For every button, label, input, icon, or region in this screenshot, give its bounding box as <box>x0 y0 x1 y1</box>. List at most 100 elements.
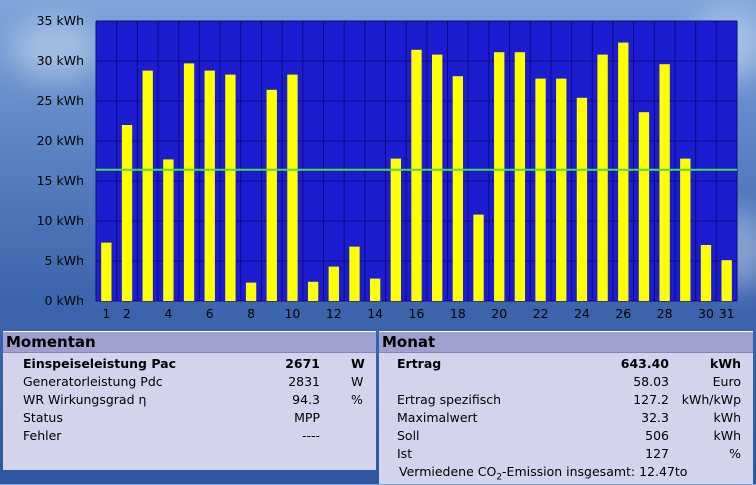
daily-yield-chart: 0 kWh 5 kWh 10 kWh 15 kWh 20 kWh 25 kWh 30 kWh… <box>37 13 738 321</box>
monat-value: 58.03 <box>633 374 669 389</box>
monat-unit: kWh <box>713 410 741 425</box>
y-tick-label: 30 kWh <box>37 53 84 68</box>
bar <box>245 282 257 301</box>
x-tick-label: 14 <box>367 306 383 321</box>
momentan-unit: W <box>351 374 364 389</box>
x-tick-label: 4 <box>164 306 172 321</box>
monat-unit: kWh/kWp <box>681 392 741 407</box>
bar <box>163 159 174 301</box>
bar <box>514 52 526 302</box>
x-tick-label: 10 <box>284 306 300 321</box>
bar <box>680 158 691 301</box>
bar <box>225 74 236 301</box>
monat-value: 32.3 <box>641 410 669 425</box>
monat-label: Soll <box>397 428 420 443</box>
bar <box>452 76 464 301</box>
monat-value: 506 <box>645 428 669 443</box>
bar <box>101 242 112 301</box>
x-tick-label: 30 <box>698 306 714 321</box>
y-tick-label: 5 kWh <box>45 253 84 268</box>
monat-row-ertrag-spezifisch: Ertrag spezifisch 127.2 kWh/kWp <box>379 391 753 409</box>
monat-label: Ertrag spezifisch <box>397 392 501 407</box>
x-tick-label: 28 <box>657 306 673 321</box>
bar <box>618 42 629 301</box>
co2-footer: Vermiedene CO2-Emission insgesamt: 12.47… <box>379 464 753 484</box>
momentan-row-einspeiseleistung: Einspeiseleistung Pac 2671 W <box>3 355 376 373</box>
x-tick-label: 20 <box>491 306 507 321</box>
momentan-row-status: Status MPP <box>3 409 376 427</box>
momentan-panel-footer <box>3 464 376 470</box>
monat-unit: % <box>729 446 741 461</box>
bar <box>432 54 443 301</box>
x-tick-label: 22 <box>533 306 549 321</box>
momentan-row-generatorleistung: Generatorleistung Pdc 2831 W <box>3 373 376 391</box>
momentan-value: ---- <box>301 428 320 443</box>
monat-value: 643.40 <box>620 356 669 371</box>
momentan-row-fehler: Fehler ---- <box>3 427 376 445</box>
monat-title: Monat <box>379 332 753 353</box>
monat-unit: Euro <box>712 374 741 389</box>
bar <box>328 266 339 301</box>
y-tick-label: 0 kWh <box>45 293 84 308</box>
co2-suffix: -Emission insgesamt: 12.47to <box>502 464 688 479</box>
monat-row-ist: Ist 127 % <box>379 445 753 463</box>
x-tick-label: 8 <box>247 306 255 321</box>
momentan-value: 94.3 <box>292 392 320 407</box>
bar <box>142 70 153 301</box>
bar <box>121 125 133 301</box>
bar <box>576 97 588 301</box>
momentan-row-wirkungsgrad: WR Wirkungsgrad η 94.3 % <box>3 391 376 409</box>
monat-label: Ertrag <box>397 356 442 371</box>
bar <box>659 64 670 301</box>
monat-unit: kWh <box>713 428 741 443</box>
monat-value: 127.2 <box>633 392 669 407</box>
momentan-title: Momentan <box>3 332 376 353</box>
bar <box>183 63 195 302</box>
momentan-value: MPP <box>294 410 320 425</box>
co2-prefix: Vermiedene CO <box>399 464 497 479</box>
bar <box>700 245 712 301</box>
x-tick-label: 2 <box>123 306 131 321</box>
y-tick-label: 10 kWh <box>37 213 84 228</box>
y-tick-label: 20 kWh <box>37 133 84 148</box>
bar <box>556 78 567 301</box>
bar <box>287 74 298 301</box>
monat-value: 127 <box>645 446 669 461</box>
monat-row-maximalwert: Maximalwert 32.3 kWh <box>379 409 753 427</box>
bar <box>349 246 360 301</box>
bar <box>204 70 215 301</box>
co2-emission-text: Vermiedene CO2-Emission insgesamt: 12.47… <box>399 465 687 485</box>
bar <box>638 112 650 301</box>
monat-row-ertrag: Ertrag 643.40 kWh <box>379 355 753 373</box>
x-tick-label: 26 <box>615 306 631 321</box>
bar <box>369 278 381 301</box>
x-tick-label: 16 <box>409 306 425 321</box>
x-tick-label: 1 <box>102 306 110 321</box>
momentan-label: Fehler <box>23 428 62 443</box>
momentan-label: Status <box>23 410 63 425</box>
monat-unit: kWh <box>710 356 741 371</box>
x-tick-label: 24 <box>574 306 590 321</box>
momentan-value: 2831 <box>288 374 320 389</box>
momentan-panel: Momentan Einspeiseleistung Pac 2671 W Ge… <box>3 331 376 465</box>
monat-label: Ist <box>397 446 413 461</box>
bar <box>535 78 546 301</box>
momentan-unit: % <box>351 392 363 407</box>
bar <box>597 54 608 301</box>
x-tick-label: 6 <box>206 306 214 321</box>
bar <box>307 281 319 301</box>
cloud-decoration <box>10 20 100 80</box>
momentan-label: WR Wirkungsgrad η <box>23 392 147 407</box>
momentan-value: 2671 <box>285 356 320 371</box>
bar <box>494 52 505 302</box>
monat-row-euro: 58.03 Euro <box>379 373 753 391</box>
bar <box>721 260 732 301</box>
bar <box>411 49 422 301</box>
y-tick-label: 15 kWh <box>37 173 84 188</box>
monat-label: Maximalwert <box>397 410 478 425</box>
momentan-label: Einspeiseleistung Pac <box>23 356 177 371</box>
bar <box>390 158 401 301</box>
momentan-label: Generatorleistung Pdc <box>23 374 163 389</box>
y-tick-label: 35 kWh <box>37 13 84 28</box>
monat-panel: Monat Ertrag 643.40 kWh 58.03 Euro Ertra… <box>379 331 753 465</box>
